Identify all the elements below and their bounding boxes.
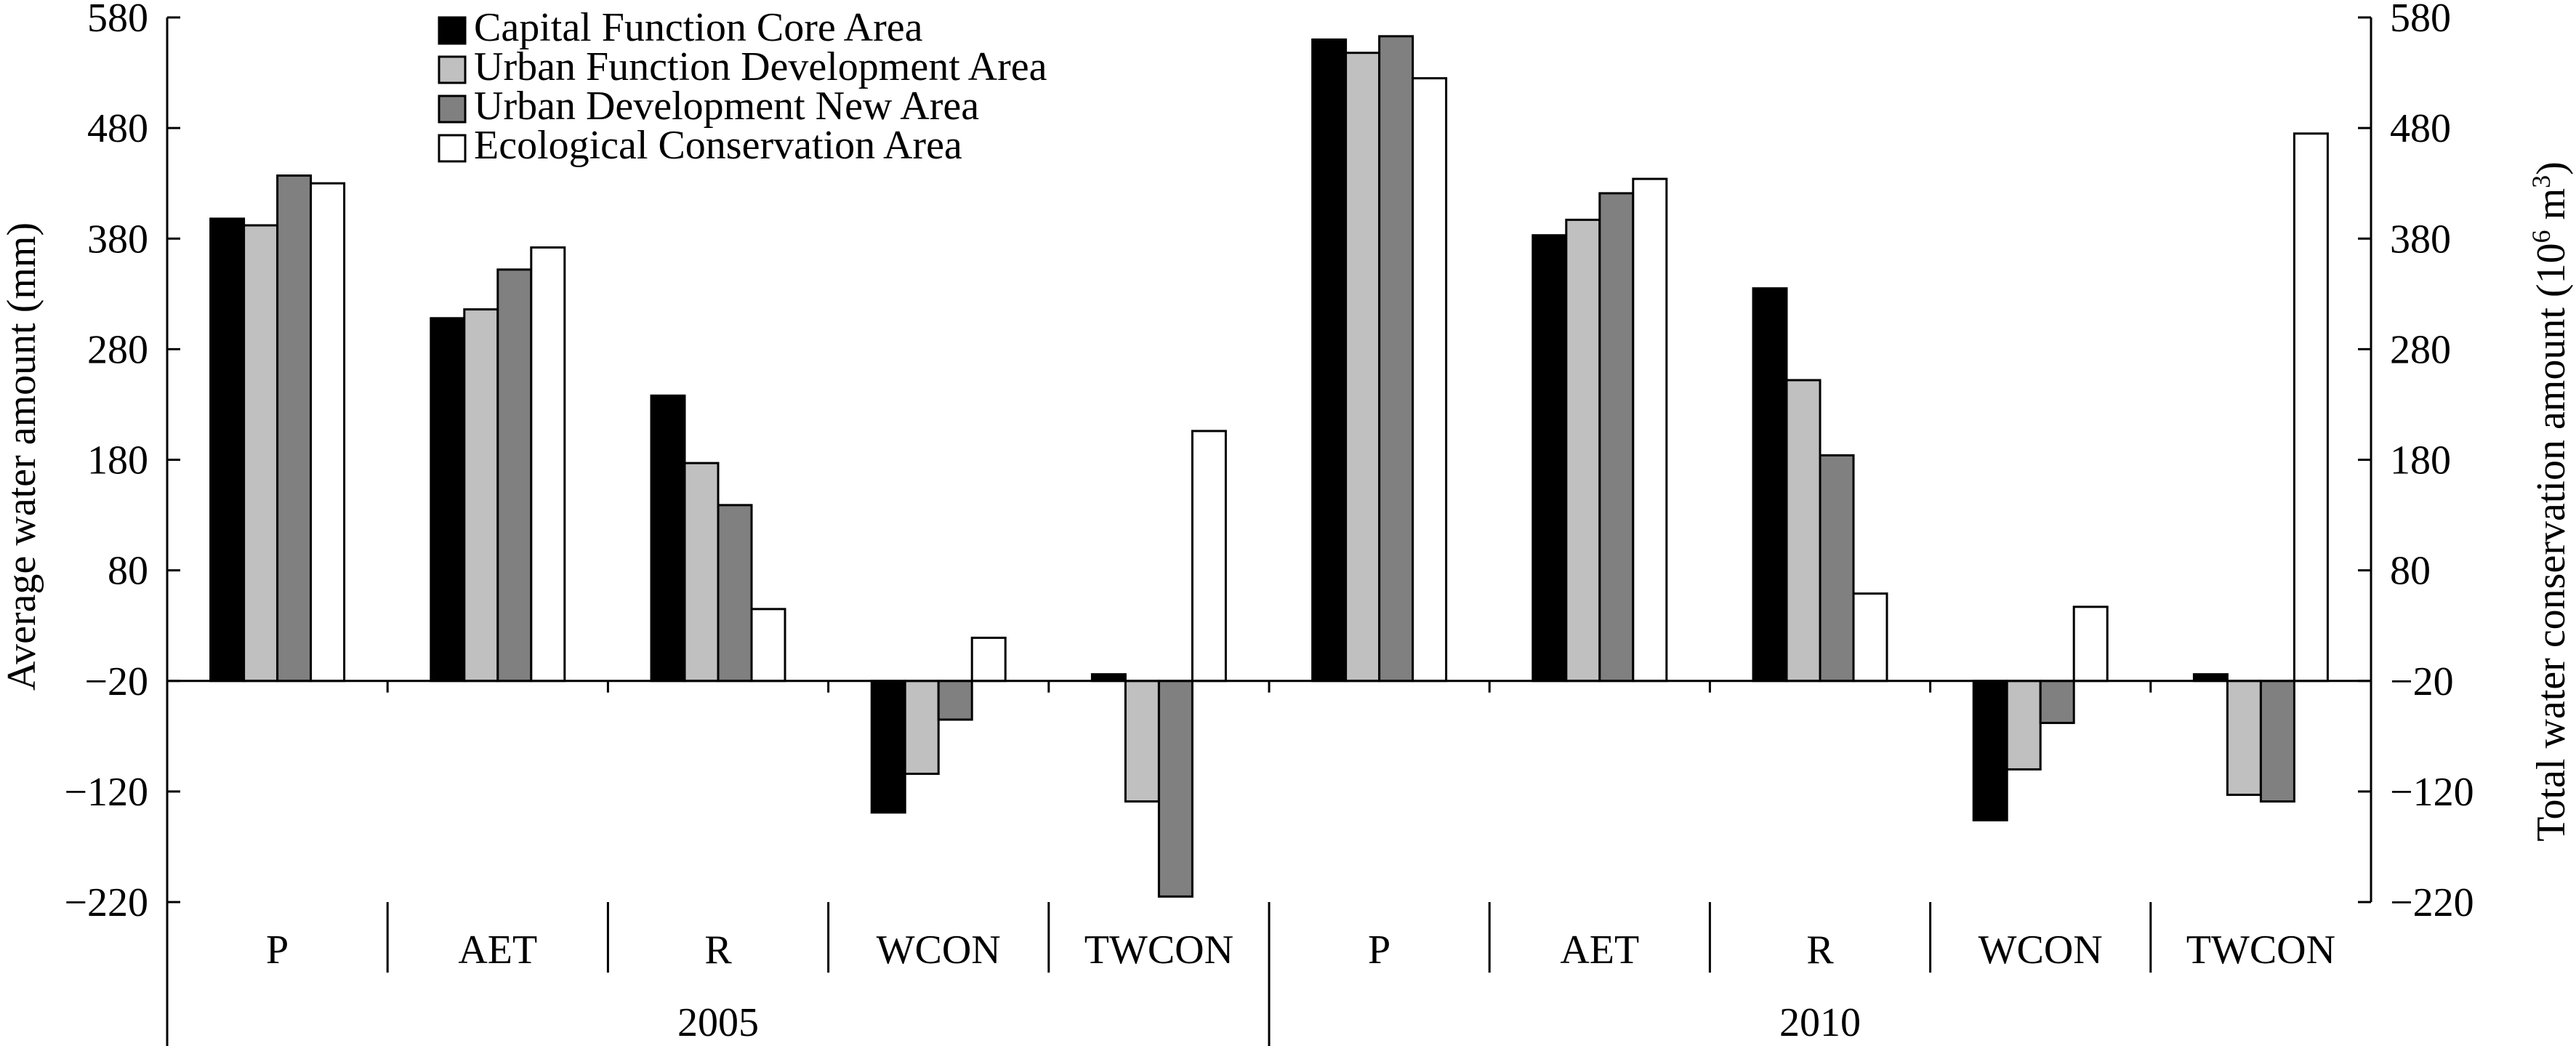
bar [1819,454,1855,683]
bar [2039,680,2075,725]
bar [970,636,1007,683]
y2-tick-label: 380 [2390,217,2451,262]
bar [1565,218,1601,683]
category-label: WCON [1979,928,2103,973]
bar [2259,680,2295,803]
category-label: WCON [877,928,1001,973]
y2-tick-label: −120 [2390,770,2474,815]
y2-tick-label: 580 [2390,0,2451,41]
bar [1972,680,2008,821]
bar [2072,606,2109,683]
bar [2293,132,2329,683]
bar [2005,680,2042,771]
y-axis-title: Average water amount (mm) [0,222,44,691]
y2-tick-label: −20 [2390,659,2454,704]
bar [903,680,940,776]
bar [496,268,533,683]
bar [430,317,466,683]
y2-tick-label: 80 [2390,549,2431,594]
y2-axis-title-unit: m [2529,188,2574,230]
category-label: TWCON [2186,928,2335,973]
y-tick-label: 480 [87,106,148,151]
bar [463,308,499,683]
y2-tick-label: 480 [2390,106,2451,151]
bar [1598,192,1635,683]
y2-axis-title-sup: 6 [2527,230,2556,243]
bar [650,394,686,683]
y2-tick-label: 180 [2390,438,2451,483]
y-tick-label: 80 [108,549,148,594]
legend-label: Capital Function Core Area [474,5,923,50]
category-label: R [1806,928,1834,973]
bar [276,174,313,683]
y2-axis-title-main: Total water conservation amount (10 [2529,243,2574,841]
category-label: AET [458,928,537,973]
y-tick-label: 180 [87,438,148,483]
bar [1785,379,1822,683]
y2-tick-label: −220 [2390,880,2474,925]
y2-axis-title-unit-sup: 3 [2527,175,2556,188]
category-label: P [266,928,289,973]
group-label: 2005 [677,1000,759,1045]
legend-swatch [438,16,467,45]
bar [1191,430,1227,683]
bar [209,217,246,683]
bar [1378,35,1414,683]
legend-label: Urban Development New Area [474,84,979,129]
bar [750,608,786,683]
bar [937,680,973,721]
y-tick-label: −120 [64,770,148,815]
group-label: 2010 [1779,1000,1861,1045]
category-label: AET [1560,928,1639,973]
bar [1632,177,1668,683]
bar [1852,592,1888,683]
y-tick-label: −220 [64,880,148,925]
bar [1345,52,1381,683]
y-tick-label: −20 [84,659,148,704]
legend-swatch [438,55,467,84]
bar [1412,77,1448,683]
bars-layer [209,35,2329,898]
bar [2226,680,2262,796]
legend-swatch [438,94,467,124]
bar [1531,234,1568,683]
bar [1311,38,1348,683]
y2-axis-title: Total water conservation amount (106 m3) [2527,161,2574,842]
y-tick-label: 580 [87,0,148,41]
bar [310,182,346,683]
y2-axis-title-end: ) [2529,161,2574,175]
bar [1124,680,1160,803]
bar [683,462,720,683]
bar [1157,680,1194,898]
axes-layer [166,16,2372,1046]
legend-label: Ecological Conservation Area [474,123,962,168]
category-label: P [1368,928,1390,973]
bar [243,224,279,683]
y-tick-label: 280 [87,327,148,372]
category-label: R [704,928,732,973]
category-label: TWCON [1084,928,1233,973]
legend-label: Urban Function Development Area [474,44,1047,89]
bar [717,504,753,683]
bar [1752,287,1788,683]
bar [870,680,906,814]
bar [530,246,566,683]
legend-swatch [438,134,467,163]
y2-tick-label: 280 [2390,327,2451,372]
labels-layer: 580 480 380 280 180 80 −20 −120 −220 580 480 380 280… [64,0,2474,1045]
y-tick-label: 380 [87,217,148,262]
